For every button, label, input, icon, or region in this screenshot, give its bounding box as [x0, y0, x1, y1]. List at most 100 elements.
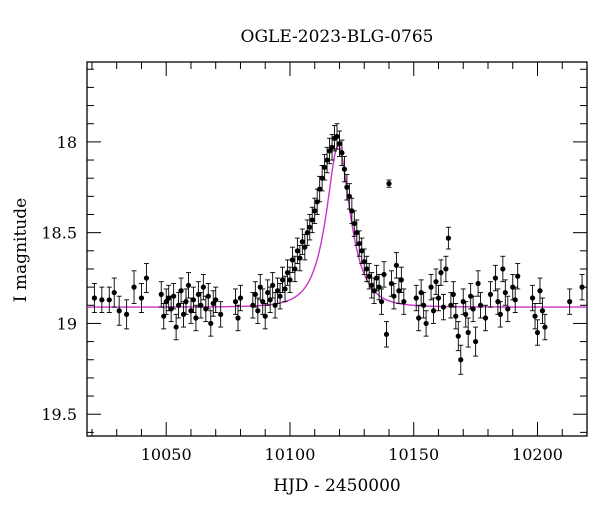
data-point	[299, 228, 305, 255]
data-point-marker	[252, 291, 258, 297]
data-point-marker	[500, 266, 506, 272]
data-point-marker	[265, 289, 271, 296]
data-point-marker	[161, 313, 167, 319]
data-point-marker	[304, 230, 310, 236]
data-point-marker	[465, 329, 471, 336]
data-point	[218, 301, 224, 328]
data-point	[458, 344, 464, 375]
data-point-marker	[329, 144, 335, 150]
data-point-marker	[435, 295, 442, 301]
data-point	[213, 286, 219, 313]
data-point	[297, 244, 303, 272]
data-point-marker	[482, 315, 489, 321]
data-point	[465, 317, 471, 348]
plot-border	[86, 61, 588, 437]
data-point-marker	[453, 313, 459, 319]
data-point-marker	[322, 164, 328, 170]
data-point-marker	[398, 277, 404, 283]
data-point-marker	[477, 302, 484, 308]
data-point	[185, 272, 192, 299]
data-point	[453, 303, 459, 330]
data-point-marker	[334, 133, 340, 140]
data-point	[378, 288, 385, 315]
x-tick-label: 10050	[141, 445, 192, 464]
data-point	[500, 255, 506, 283]
data-point	[339, 139, 345, 166]
data-point	[272, 292, 278, 319]
data-point-marker	[270, 282, 276, 288]
data-point-marker	[458, 357, 464, 363]
data-point-marker	[497, 311, 503, 317]
y-tick-label: 18.5	[41, 224, 77, 243]
data-point-marker	[512, 297, 518, 303]
data-point-marker	[124, 311, 130, 317]
data-point-marker	[502, 289, 508, 296]
data-point	[138, 283, 145, 313]
data-point	[450, 281, 456, 308]
data-point	[193, 304, 199, 332]
data-point	[106, 286, 112, 313]
data-point-marker	[376, 284, 382, 290]
data-point	[183, 288, 189, 315]
data-point-marker	[131, 284, 137, 290]
data-point	[475, 270, 481, 297]
data-point	[341, 155, 348, 183]
data-point-marker	[443, 266, 449, 272]
data-point	[255, 297, 261, 324]
data-point-marker	[475, 280, 481, 287]
y-axis-ticks	[87, 68, 587, 433]
data-point-marker	[359, 248, 365, 254]
data-point-marker	[374, 275, 380, 281]
data-point-marker	[99, 297, 105, 303]
data-point-marker	[171, 293, 177, 299]
data-point	[497, 301, 503, 328]
data-point-marker	[143, 275, 150, 281]
x-tick-label: 10150	[388, 445, 439, 464]
data-point-marker	[279, 277, 286, 283]
data-point	[326, 137, 333, 165]
data-point-marker	[91, 295, 98, 301]
data-point	[430, 297, 437, 324]
data-point	[482, 304, 489, 332]
data-point	[416, 304, 422, 332]
data-point-marker	[344, 184, 350, 190]
x-tick-label: 10100	[265, 445, 316, 464]
data-point	[364, 255, 370, 283]
data-point-marker	[448, 302, 454, 308]
x-axis-label: HJD - 2450000	[273, 476, 401, 496]
data-point	[537, 277, 543, 304]
data-point-marker	[200, 284, 206, 290]
data-point	[282, 275, 288, 303]
data-point	[396, 277, 402, 304]
data-point-marker	[188, 308, 194, 314]
data-point-marker	[505, 306, 511, 312]
data-point-marker	[232, 299, 239, 305]
data-point-marker	[529, 295, 536, 301]
data-point-marker	[470, 306, 476, 312]
data-point	[354, 219, 360, 246]
data-point-marker	[542, 324, 548, 330]
data-point	[492, 264, 499, 292]
data-point-marker	[364, 266, 370, 272]
data-point	[158, 281, 164, 308]
data-point	[393, 252, 400, 279]
data-point	[252, 281, 258, 308]
model-curve-layer	[87, 144, 587, 308]
data-point-marker	[341, 166, 348, 172]
data-point-marker	[111, 289, 117, 296]
data-point-marker	[433, 279, 439, 285]
data-point-marker	[440, 304, 447, 310]
data-point	[237, 284, 244, 312]
data-point	[284, 259, 291, 286]
data-point-marker	[250, 302, 256, 308]
data-point-marker	[391, 293, 397, 299]
data-point	[443, 255, 449, 283]
data-point-marker	[534, 329, 541, 336]
data-point	[532, 303, 538, 330]
data-point	[448, 292, 454, 319]
data-point-marker	[166, 295, 172, 301]
data-point-marker	[473, 338, 479, 345]
data-point	[455, 321, 461, 352]
data-point	[166, 284, 172, 312]
data-point-marker	[463, 311, 469, 317]
